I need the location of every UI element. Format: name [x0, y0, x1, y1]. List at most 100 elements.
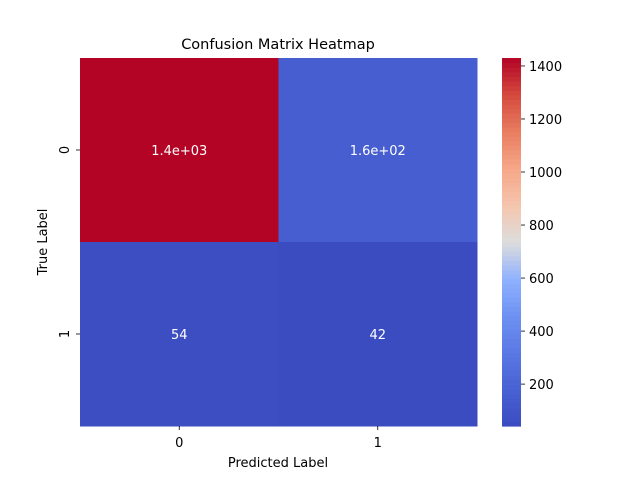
colorbar-segment [502, 209, 521, 215]
colorbar-segment [502, 140, 521, 146]
colorbar-segment [502, 403, 521, 409]
x-axis-label: Predicted Label [228, 456, 328, 471]
chart-title: Confusion Matrix Heatmap [181, 37, 375, 53]
colorbar-segment [502, 334, 521, 340]
y-axis-ticks: 01 [58, 146, 80, 338]
colorbar-segment [502, 269, 521, 275]
cell-annotations: 1.4e+03 1.6e+02 54 42 [151, 144, 406, 343]
colorbar-tick-label: 800 [529, 219, 554, 234]
colorbar-segment [502, 398, 521, 404]
colorbar-segment [502, 127, 521, 133]
colorbar-segment [502, 320, 521, 326]
colorbar-tick-label: 600 [529, 272, 554, 287]
colorbar-segment [502, 67, 521, 73]
colorbar-segment [502, 85, 521, 91]
colorbar-segment [502, 122, 521, 128]
colorbar-segment [502, 163, 521, 169]
colorbar-segment [502, 306, 521, 312]
colorbar-segment [502, 246, 521, 252]
colorbar-segment [502, 255, 521, 261]
colorbar-segment [502, 150, 521, 156]
colorbar-segment [502, 301, 521, 307]
colorbar-segment [502, 94, 521, 100]
cell-annotation-0-1: 1.6e+02 [350, 144, 406, 159]
heatmap-cells [80, 58, 478, 427]
colorbar-segment [502, 104, 521, 110]
colorbar-segment [502, 324, 521, 330]
colorbar-segment [502, 366, 521, 372]
colorbar-segment [502, 393, 521, 399]
colorbar-segment [502, 297, 521, 303]
colorbar-segment [502, 421, 521, 427]
heatmap-cell-1-0 [80, 242, 279, 427]
colorbar-segment [502, 182, 521, 188]
colorbar-segment [502, 389, 521, 395]
colorbar-tick-label: 1200 [529, 113, 562, 128]
colorbar-segment [502, 90, 521, 96]
colorbar-segment [502, 168, 521, 174]
colorbar-segment [502, 196, 521, 202]
colorbar-segment [502, 274, 521, 280]
colorbar-segment [502, 205, 521, 211]
colorbar-segment [502, 219, 521, 225]
colorbar: 200 400 600 800 1000 1200 1400 [502, 58, 562, 427]
colorbar-segment [502, 347, 521, 353]
x-tick-label: 1 [374, 436, 382, 451]
colorbar-segment [502, 173, 521, 179]
colorbar-segment [502, 154, 521, 160]
colorbar-segment [502, 265, 521, 271]
colorbar-segment [502, 108, 521, 114]
colorbar-segment [502, 214, 521, 220]
colorbar-segment [502, 200, 521, 206]
colorbar-segment [502, 251, 521, 257]
colorbar-segment [502, 361, 521, 367]
colorbar-segment [502, 177, 521, 183]
x-tick-label: 0 [175, 436, 183, 451]
y-tick-label: 0 [58, 146, 73, 154]
colorbar-segment [502, 311, 521, 317]
colorbar-segment [502, 357, 521, 363]
colorbar-segment [502, 223, 521, 229]
colorbar-tick-label: 200 [529, 378, 554, 393]
colorbar-segment [502, 131, 521, 137]
colorbar-segment [502, 288, 521, 294]
colorbar-segment [502, 283, 521, 289]
colorbar-segment [502, 62, 521, 68]
colorbar-segment [502, 145, 521, 151]
colorbar-segment [502, 260, 521, 266]
colorbar-segment [502, 136, 521, 142]
colorbar-segment [502, 412, 521, 418]
colorbar-tick-label: 1400 [529, 60, 562, 75]
colorbar-tick-label: 1000 [529, 166, 562, 181]
colorbar-segment [502, 81, 521, 87]
colorbar-segment [502, 58, 521, 64]
colorbar-segment [502, 237, 521, 243]
colorbar-segment [502, 343, 521, 349]
colorbar-segment [502, 407, 521, 413]
colorbar-segment [502, 228, 521, 234]
colorbar-segment [502, 99, 521, 105]
colorbar-segment [502, 329, 521, 335]
colorbar-segment [502, 71, 521, 77]
colorbar-segment [502, 76, 521, 82]
cell-annotation-0-0: 1.4e+03 [151, 144, 207, 159]
colorbar-segment [502, 278, 521, 284]
colorbar-segment [502, 370, 521, 376]
colorbar-segment [502, 186, 521, 192]
colorbar-segment [502, 113, 521, 119]
colorbar-segment [502, 416, 521, 422]
y-axis-label: True Label [36, 209, 51, 277]
heatmap-cell-0-0 [80, 58, 279, 243]
heatmap-cell-1-1 [278, 242, 478, 427]
colorbar-segment [502, 292, 521, 298]
colorbar-segment [502, 338, 521, 344]
heatmap-cell-0-1 [278, 58, 478, 243]
colorbar-segment [502, 352, 521, 358]
colorbar-segment [502, 159, 521, 165]
colorbar-segment [502, 315, 521, 321]
cell-annotation-1-0: 54 [171, 328, 188, 343]
colorbar-segment [502, 375, 521, 381]
